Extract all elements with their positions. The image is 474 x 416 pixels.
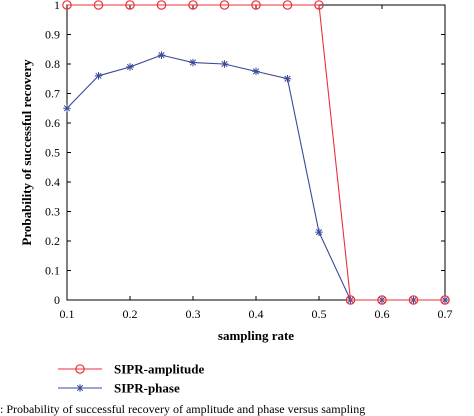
legend-marker-sipr-amplitude — [75, 364, 85, 374]
series-line-sipr-amplitude — [67, 4, 445, 301]
data-point-sipr-phase — [63, 104, 71, 113]
y-tick-label: 0.2 — [45, 234, 60, 248]
y-tick-label: 0.5 — [45, 146, 60, 160]
x-tick-label: 0.4 — [249, 307, 264, 321]
asterisk-stroke — [284, 75, 291, 82]
data-point-sipr-phase — [189, 58, 197, 67]
legend-entry-sipr-amplitude: SIPR-amplitude — [58, 362, 205, 377]
asterisk-stroke — [63, 105, 71, 112]
x-tick-label: 0.2 — [123, 307, 138, 321]
legend-entry-sipr-phase: SIPR-phase — [58, 381, 180, 396]
data-point-sipr-amplitude — [62, 0, 72, 10]
asterisk-stroke — [158, 52, 165, 59]
y-tick-label: 0.1 — [45, 264, 60, 278]
series-sipr-amplitude — [62, 0, 450, 305]
data-point-sipr-amplitude — [440, 295, 450, 305]
data-point-sipr-amplitude — [188, 0, 198, 10]
plot-frame — [66, 4, 446, 301]
data-point-sipr-amplitude — [345, 295, 356, 305]
legend-marker-sipr-phase — [76, 384, 84, 392]
figure-caption: 1: Probability of successful recovery of… — [0, 402, 365, 416]
y-tick-label: 0.3 — [45, 205, 60, 219]
asterisk-stroke — [315, 229, 323, 236]
data-point-sipr-amplitude — [125, 0, 135, 10]
data-point-sipr-phase — [315, 228, 323, 236]
series-line-sipr-phase — [66, 54, 445, 301]
data-point-sipr-amplitude — [408, 295, 419, 305]
y-tick-label: 0.8 — [45, 57, 60, 71]
data-point-sipr-amplitude — [251, 0, 261, 10]
legend-label-sipr-phase: SIPR-phase — [114, 381, 180, 396]
data-point-sipr-phase — [157, 51, 166, 59]
y-tick-label: 0.9 — [45, 28, 60, 42]
x-tick-label: 0.5 — [312, 307, 327, 321]
y-axis-title: Probability of successful recovery — [19, 59, 34, 246]
data-point-sipr-amplitude — [377, 295, 387, 305]
y-tick-label: 0.4 — [45, 175, 60, 189]
data-point-sipr-amplitude — [314, 0, 324, 10]
x-tick-label: 0.1 — [60, 307, 75, 321]
plot-border — [66, 4, 446, 301]
asterisk-stroke — [252, 68, 260, 75]
data-point-sipr-amplitude — [219, 0, 230, 10]
x-tick-label: 0.6 — [375, 307, 390, 321]
asterisk-stroke — [221, 60, 228, 68]
y-axis: 0 0.1 0.2 0.3 0.4 0.5 0.6 0.7 0.8 0.9 1 — [45, 0, 445, 307]
x-tick-label: 0.3 — [186, 307, 201, 321]
data-point-sipr-amplitude — [93, 0, 104, 10]
series-layer — [62, 0, 450, 305]
data-point-sipr-phase — [283, 74, 292, 83]
data-point-sipr-amplitude — [282, 0, 293, 10]
series-sipr-phase — [63, 51, 449, 304]
legend-label-sipr-amplitude: SIPR-amplitude — [114, 362, 205, 377]
data-point-sipr-phase — [94, 72, 103, 80]
y-tick-label: 0.6 — [45, 116, 60, 130]
y-tick-label: 0 — [54, 293, 60, 307]
y-tick-label: 1 — [54, 0, 60, 12]
asterisk-stroke — [189, 59, 197, 66]
x-axis: 0.1 0.2 0.3 0.4 0.5 0.6 0.7 — [60, 5, 453, 321]
asterisk-stroke — [126, 63, 134, 71]
asterisk-stroke — [95, 72, 102, 79]
data-point-sipr-phase — [220, 60, 229, 68]
x-axis-title: sampling rate — [218, 328, 294, 343]
data-point-sipr-amplitude — [156, 0, 167, 10]
x-tick-label: 0.7 — [438, 307, 453, 321]
asterisk-stroke — [76, 384, 84, 392]
y-tick-label: 0.7 — [45, 87, 60, 101]
data-point-sipr-phase — [252, 67, 260, 76]
legend: SIPR-amplitude SIPR-phase — [58, 362, 205, 396]
data-point-sipr-phase — [126, 63, 134, 71]
